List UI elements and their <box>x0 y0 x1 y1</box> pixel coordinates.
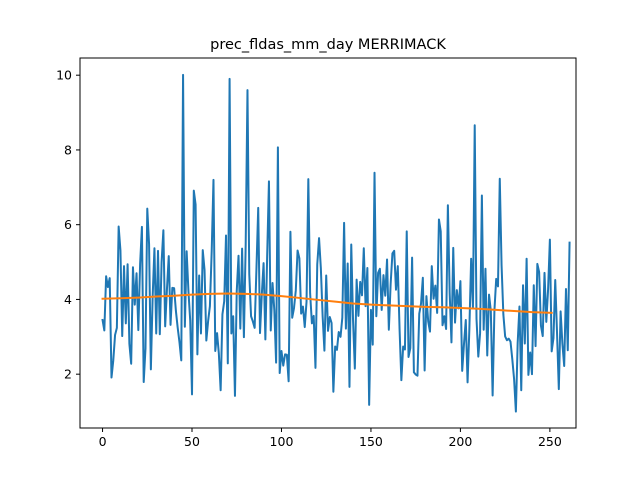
x-tick-label: 150 <box>359 434 383 449</box>
y-tick-label: 6 <box>64 217 72 232</box>
x-tick-label: 0 <box>99 434 107 449</box>
chart-title: prec_fldas_mm_day MERRIMACK <box>210 37 446 53</box>
x-tick-label: 100 <box>270 434 294 449</box>
x-tick-label: 250 <box>538 434 562 449</box>
x-tick-label: 50 <box>184 434 200 449</box>
series-line-1 <box>101 73 571 413</box>
series-line-2 <box>101 292 553 314</box>
y-tick-label: 10 <box>56 68 72 83</box>
series-layer <box>101 73 571 413</box>
y-tick-label: 2 <box>64 367 72 382</box>
ticks-layer: 0 50 100 150 200 250 2 4 6 8 10 <box>56 68 562 449</box>
y-tick-label: 8 <box>64 142 72 157</box>
x-tick-label: 200 <box>448 434 472 449</box>
plot-area-frame <box>79 57 577 429</box>
y-tick-label: 4 <box>64 292 72 307</box>
